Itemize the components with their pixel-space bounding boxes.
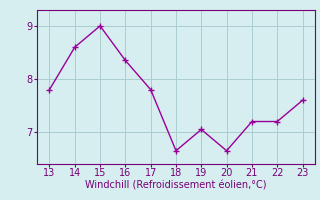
X-axis label: Windchill (Refroidissement éolien,°C): Windchill (Refroidissement éolien,°C) xyxy=(85,181,267,191)
